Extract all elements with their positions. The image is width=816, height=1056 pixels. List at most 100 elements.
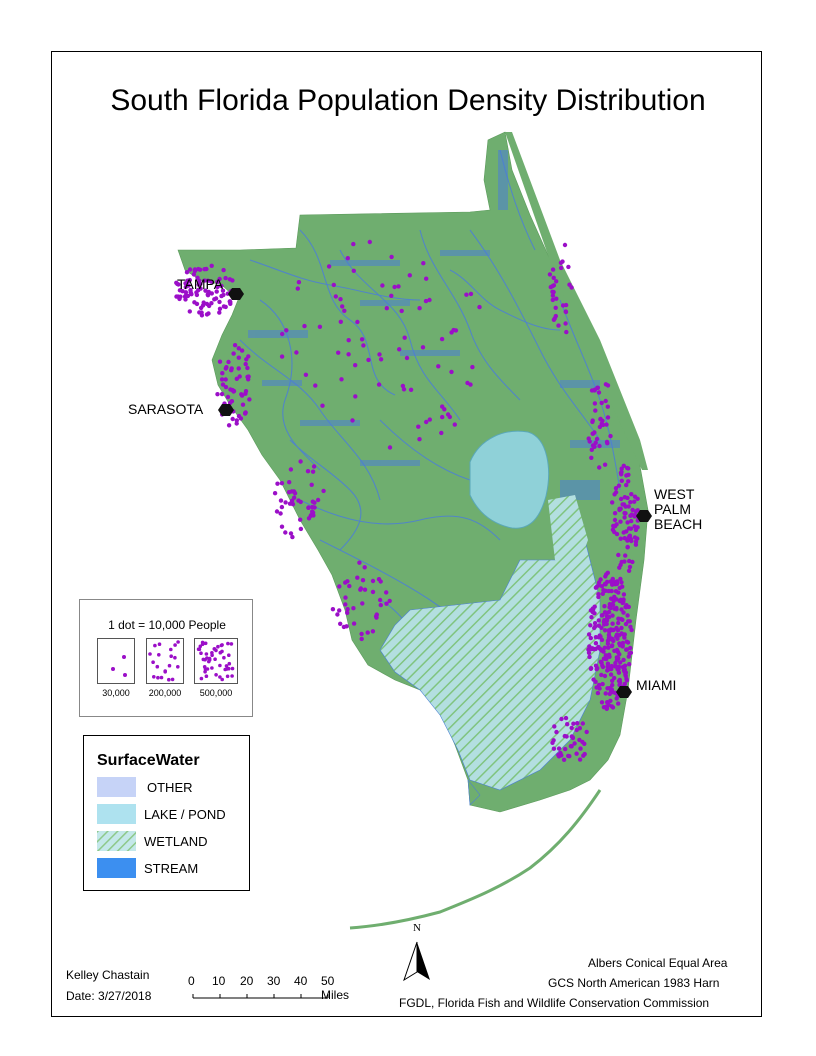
- population-dot: [295, 286, 300, 291]
- population-dot: [586, 632, 592, 637]
- population-dot: [389, 254, 394, 260]
- population-dot: [278, 498, 284, 503]
- population-dot: [234, 418, 239, 423]
- population-dot: [551, 289, 556, 295]
- population-dot: [599, 400, 604, 406]
- legend-dot: [199, 676, 204, 681]
- population-dot: [306, 516, 312, 521]
- population-dot: [351, 268, 356, 273]
- population-dot: [338, 297, 343, 302]
- legend-dot: [207, 659, 211, 664]
- population-dot: [629, 627, 634, 633]
- legend-dot: [148, 652, 152, 656]
- population-dot: [227, 299, 233, 304]
- legend-swatch-other: [97, 777, 136, 797]
- population-dot: [607, 691, 612, 697]
- legend-dot: [176, 665, 180, 669]
- population-dot: [337, 608, 342, 613]
- population-dot: [212, 297, 217, 302]
- legend-dot: [220, 649, 224, 654]
- population-dot: [351, 621, 357, 626]
- population-dot: [593, 641, 599, 646]
- population-dot: [477, 304, 482, 310]
- population-dot: [603, 398, 608, 404]
- population-dot: [563, 746, 568, 752]
- legend-dot: [205, 667, 210, 671]
- population-dot: [628, 526, 634, 531]
- tampa-marker: [228, 288, 244, 300]
- city-label-line: WEST: [654, 486, 695, 502]
- population-dot: [598, 577, 603, 582]
- population-dot: [229, 366, 234, 371]
- population-dot: [563, 321, 568, 326]
- population-dot: [589, 615, 594, 620]
- population-dot: [592, 621, 598, 626]
- population-dot: [610, 643, 615, 648]
- dot-sample-label: 30,000: [102, 688, 130, 698]
- legend-dot: [173, 643, 177, 647]
- scale-tick-label: 20: [240, 974, 254, 988]
- population-dot: [596, 592, 601, 597]
- legend-dot: [167, 663, 172, 668]
- population-dot: [592, 604, 597, 609]
- population-dot: [580, 721, 585, 726]
- population-dot: [333, 294, 338, 299]
- population-dot: [560, 303, 566, 308]
- population-dot: [188, 290, 193, 295]
- population-dot: [192, 267, 198, 272]
- population-dot: [384, 590, 389, 595]
- population-dot: [606, 609, 612, 615]
- population-dot: [578, 746, 583, 751]
- population-dot: [470, 364, 475, 370]
- population-dot: [346, 338, 351, 343]
- population-dot: [553, 305, 558, 310]
- population-dot: [245, 365, 250, 371]
- population-dot: [570, 735, 575, 740]
- legend-dot: [226, 641, 230, 646]
- population-dot: [345, 610, 350, 615]
- population-dot: [604, 572, 609, 577]
- legend-dot: [220, 643, 224, 647]
- population-dot: [633, 539, 639, 544]
- population-dot: [625, 538, 630, 543]
- population-dot: [617, 652, 622, 657]
- scale-tick-label: 10: [212, 974, 226, 988]
- population-dot: [302, 323, 307, 329]
- population-dot: [378, 602, 383, 608]
- population-dot: [593, 679, 598, 684]
- population-dot: [594, 436, 600, 442]
- population-dot: [215, 392, 220, 397]
- population-dot: [336, 350, 341, 355]
- population-dot: [209, 301, 214, 306]
- population-dot: [306, 505, 311, 510]
- population-dot: [612, 648, 617, 653]
- population-dot: [209, 263, 214, 268]
- population-dot: [572, 741, 577, 746]
- population-dot: [604, 656, 609, 662]
- population-dot: [565, 722, 570, 727]
- population-dot: [592, 430, 597, 435]
- population-dot: [605, 383, 611, 388]
- population-dot: [614, 632, 620, 637]
- population-dot: [187, 309, 192, 314]
- population-dot: [359, 631, 364, 637]
- population-dot: [185, 278, 190, 283]
- population-dot: [223, 377, 228, 382]
- population-dot: [628, 500, 633, 505]
- population-dot: [234, 376, 239, 381]
- population-dot: [346, 352, 351, 357]
- population-dot: [597, 646, 602, 651]
- legend-dot: [210, 651, 214, 655]
- population-dot: [589, 455, 594, 460]
- legend-dot: [213, 657, 217, 661]
- population-dot: [590, 419, 595, 425]
- population-dot: [594, 685, 599, 690]
- population-dot: [423, 298, 429, 304]
- population-dot: [377, 352, 382, 357]
- population-dot: [243, 389, 249, 394]
- population-dot: [424, 276, 429, 281]
- population-dot: [618, 660, 623, 665]
- population-dot: [553, 313, 558, 319]
- population-dot: [600, 613, 605, 618]
- population-dot: [339, 377, 344, 382]
